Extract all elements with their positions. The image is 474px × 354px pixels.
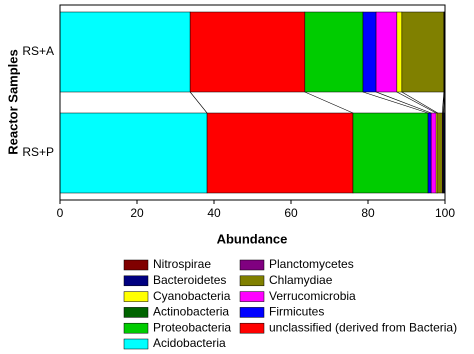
x-axis-label: Abundance — [217, 231, 288, 246]
x-tick-label: 20 — [130, 206, 144, 220]
legend-swatch — [123, 322, 149, 334]
connector — [375, 91, 432, 114]
legend-swatch — [123, 259, 149, 271]
connector — [442, 91, 445, 114]
x-tick-label: 0 — [57, 206, 64, 220]
x-tick-label: 40 — [207, 206, 221, 220]
legend-label: Chlamydiae — [269, 273, 333, 287]
plot-frame — [59, 4, 446, 201]
bar-segment — [362, 11, 377, 93]
x-tick-label: 60 — [284, 206, 298, 220]
legend-swatch — [123, 291, 149, 302]
bar-segment — [396, 11, 403, 93]
connector — [304, 91, 354, 114]
bar-segment — [375, 11, 398, 93]
legend-swatch — [239, 259, 265, 271]
legend-label: Actinobacteria — [153, 305, 229, 319]
bar-segment — [304, 11, 364, 93]
legend-swatch — [239, 275, 265, 287]
connector — [396, 91, 437, 114]
connector — [401, 91, 438, 114]
legend-label: Planctomycetes — [269, 257, 354, 271]
bar-segment — [59, 11, 191, 93]
legend-label: Cyanobacteria — [153, 289, 231, 303]
bar-segment — [59, 112, 208, 194]
legend-label: Proteobacteria — [153, 320, 231, 334]
legend-label: Firmicutes — [269, 305, 324, 319]
bar-segment — [189, 11, 306, 93]
connector — [442, 91, 445, 114]
legend-swatch — [123, 307, 149, 318]
x-tick-label: 80 — [361, 206, 375, 220]
legend-swatch — [123, 338, 149, 350]
legend-swatch — [123, 275, 149, 287]
connector — [362, 91, 429, 114]
legend-swatch — [239, 307, 265, 318]
bar-segment — [437, 112, 443, 194]
x-tick-label: 100 — [435, 206, 455, 220]
bar-segment — [430, 112, 437, 194]
legend-label: Nitrospirae — [153, 257, 211, 271]
legend-label: Acidobacteria — [153, 336, 226, 350]
legend-label: Verrucomicrobia — [269, 289, 356, 303]
legend-swatch — [239, 291, 265, 302]
bar-segment — [352, 112, 429, 194]
legend-label: unclassified (derived from Bacteria) — [269, 320, 457, 334]
connector — [189, 91, 208, 114]
y-tick-label: RS+A — [22, 44, 54, 58]
y-axis-label: Reactor Samples — [5, 49, 20, 155]
legend-label: Bacteroidetes — [153, 273, 226, 287]
bar-segment — [401, 11, 445, 93]
bar-segment — [206, 112, 354, 194]
bar-segment — [427, 112, 432, 194]
y-tick-label: RS+P — [22, 145, 54, 159]
legend-swatch — [239, 322, 265, 334]
